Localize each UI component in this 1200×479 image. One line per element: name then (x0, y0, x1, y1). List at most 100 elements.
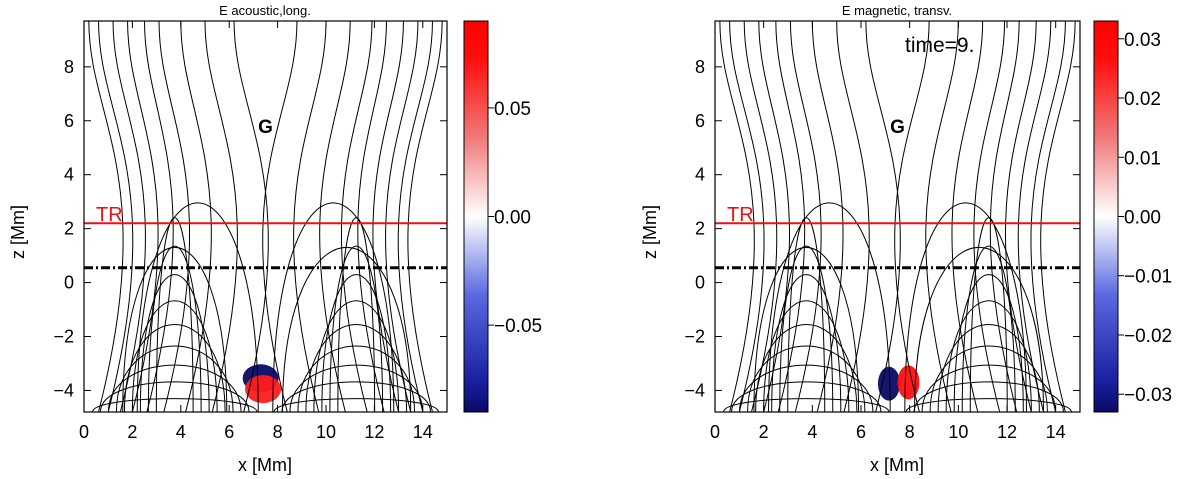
field-line (281, 381, 432, 412)
field-line (136, 202, 259, 412)
field-line (397, 21, 433, 412)
colorbar-tick-label: −0.02 (1124, 326, 1172, 347)
field-line (969, 217, 1008, 412)
y-tick-label: 0 (64, 273, 74, 293)
field-line (147, 245, 202, 412)
colorbar-tick-label: 0.03 (1124, 30, 1161, 51)
colorbar: 0.03 0.02 0.01 0.00 −0.01 −0.02 −0.03 (1093, 20, 1172, 413)
field-lines (719, 21, 1076, 412)
y-axis: −4 −2 0 2 4 6 8 (53, 57, 447, 400)
field-line (98, 21, 134, 412)
x-tick-label: 0 (79, 422, 89, 442)
y-tick-label: 8 (695, 57, 705, 77)
field-line (779, 245, 834, 412)
energy-blobs (877, 365, 920, 401)
field-line (961, 245, 1016, 412)
plot-area: TR G 0 2 4 6 8 10 12 14 −4 −2 0 2 4 6 8 (684, 20, 1081, 442)
field-line (329, 245, 384, 412)
plot-frame (83, 20, 448, 413)
x-axis-label: x [Mm] (870, 455, 924, 475)
x-tick-label: 2 (127, 422, 137, 442)
y-tick-label: 6 (64, 111, 74, 131)
field-line (865, 21, 901, 412)
panel-title: E magnetic, transv. (842, 3, 952, 18)
field-line (321, 274, 392, 412)
colorbar-tick-label: 0.00 (494, 208, 531, 229)
y-tick-label: 8 (64, 57, 74, 77)
field-line (180, 21, 212, 412)
null-point-marker: G (890, 117, 905, 138)
colorbar-tick-label: 0.01 (1124, 148, 1161, 169)
colorbar-tick-label: −0.03 (1124, 385, 1172, 406)
y-axis-label: z [Mm] (8, 205, 28, 259)
field-line (945, 300, 1032, 412)
x-tick-label: 6 (224, 422, 234, 442)
field-line (204, 21, 238, 412)
x-tick-label: 2 (759, 422, 769, 442)
y-tick-label: 6 (695, 111, 705, 131)
x-axis: 0 2 4 6 8 10 12 14 (79, 21, 433, 442)
x-tick-label: 12 (364, 422, 384, 442)
field-line (775, 21, 806, 412)
colorbar-tick-label: 0.05 (494, 99, 531, 120)
time-label: time=9. (905, 34, 974, 57)
plot-area: TR G 0 2 4 6 8 10 12 14 −4 −2 0 2 4 6 8 (53, 20, 448, 442)
field-line (88, 21, 124, 412)
field-line (1030, 21, 1066, 412)
field-line (731, 381, 882, 412)
y-tick-label: 4 (695, 165, 705, 185)
field-line (341, 21, 373, 412)
field-line (747, 345, 866, 412)
field-line (894, 21, 930, 412)
field-line (357, 21, 387, 412)
colorbar: 0.05 0.00 −0.05 (463, 20, 542, 413)
field-line (313, 300, 400, 412)
field-line (122, 246, 228, 412)
field-line (262, 21, 298, 412)
field-line (385, 21, 419, 412)
field-line (743, 21, 778, 412)
y-tick-label: −2 (53, 326, 74, 346)
x-tick-label: 4 (807, 422, 817, 442)
x-tick-label: 8 (905, 422, 915, 442)
colorbar-tick-label: −0.05 (494, 316, 542, 337)
field-line (763, 300, 850, 412)
panel-magnetic: E magnetic, transv. TR G 0 2 4 6 8 10 12 14 −4 −2 0 2… (640, 3, 1172, 475)
field-line (719, 21, 755, 412)
colorbar-tick-label: −0.01 (1124, 267, 1172, 288)
x-tick-label: 10 (948, 422, 968, 442)
y-tick-label: 4 (64, 165, 74, 185)
x-axis: 0 2 4 6 8 10 12 14 (710, 21, 1066, 442)
plot-frame (714, 20, 1081, 413)
x-tick-label: 14 (1046, 422, 1066, 442)
y-tick-label: −4 (53, 380, 74, 400)
field-line (139, 274, 210, 412)
field-line (811, 21, 844, 412)
field-line (233, 21, 269, 412)
field-line (1040, 21, 1076, 412)
transition-region-label: TR (727, 204, 754, 226)
x-tick-label: 14 (413, 422, 433, 442)
x-tick-label: 0 (710, 422, 720, 442)
field-line (99, 381, 250, 412)
field-line (372, 21, 404, 412)
field-line (127, 21, 159, 412)
field-line (914, 246, 1044, 412)
y-axis: −4 −2 0 2 4 6 8 (684, 57, 1080, 400)
field-line (753, 246, 860, 412)
x-tick-label: 4 (176, 422, 186, 442)
field-line (297, 345, 416, 412)
field-line (913, 381, 1064, 412)
y-tick-label: −4 (684, 380, 705, 400)
field-line (758, 21, 790, 412)
colorbar-tick-label: 0.00 (1124, 208, 1161, 229)
null-point-marker: G (258, 117, 273, 138)
field-line (319, 21, 351, 412)
field-line (973, 21, 1006, 412)
field-line (144, 21, 174, 412)
field-line (771, 274, 842, 412)
field-line (272, 202, 395, 412)
field-line (293, 21, 327, 412)
colorbar-tick-label: 0.02 (1124, 89, 1161, 110)
